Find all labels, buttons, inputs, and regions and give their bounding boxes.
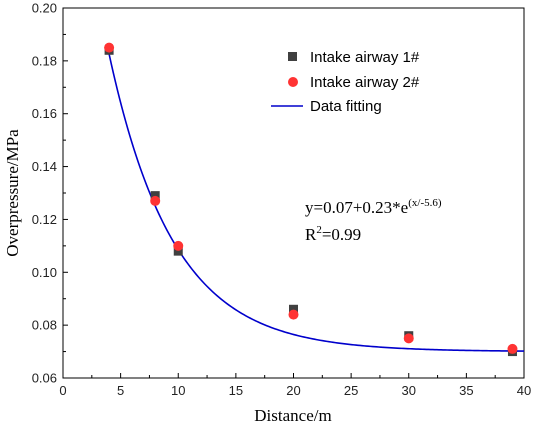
y-tick-label: 0.10: [32, 265, 57, 280]
legend-label-2: Intake airway 2#: [310, 74, 420, 91]
x-tick-label: 20: [286, 383, 300, 398]
y-tick-label: 0.20: [32, 1, 57, 16]
x-tick-label: 40: [517, 383, 531, 398]
x-tick-label: 0: [59, 383, 66, 398]
fit-equation: y=0.07+0.23*e(x/-5.6): [305, 197, 442, 217]
legend: Intake airway 1# Intake airway 2# Data f…: [271, 49, 420, 115]
data-point-circle: [403, 333, 414, 344]
legend-label-1: Intake airway 1#: [310, 49, 420, 66]
y-tick-label: 0.14: [32, 159, 57, 174]
y-tick-label: 0.16: [32, 106, 57, 121]
x-tick-label: 10: [171, 383, 185, 398]
r2-value: =0.99: [322, 225, 361, 244]
series-intake-airway-2: [104, 42, 518, 354]
fit-r-squared: R2=0.99: [305, 224, 361, 244]
legend-marker-circle: [288, 77, 298, 87]
fit-equation-exponent: (x/-5.6): [408, 197, 442, 209]
x-tick-label: 5: [117, 383, 124, 398]
data-point-circle: [507, 343, 518, 354]
y-tick-label: 0.08: [32, 318, 57, 333]
data-point-square: [150, 191, 160, 201]
axis-ticks: [62, 7, 525, 379]
x-tick-label: 15: [229, 383, 243, 398]
y-tick-label: 0.18: [32, 53, 57, 68]
r2-superscript: 2: [316, 224, 322, 236]
data-point-circle: [104, 42, 115, 53]
y-tick-label: 0.12: [32, 212, 57, 227]
x-axis-title: Distance/m: [254, 406, 331, 425]
data-point-square: [289, 304, 298, 314]
legend-label-3: Data fitting: [310, 98, 382, 115]
fit-equation-main: y=0.07+0.23*e: [305, 198, 408, 217]
y-axis-title: Overpressure/MPa: [3, 129, 22, 257]
data-point-square: [173, 246, 183, 256]
x-tick-label: 30: [402, 383, 416, 398]
x-tick-label: 25: [344, 383, 358, 398]
x-tick-label: 35: [459, 383, 473, 398]
y-tick-labels: 0.06 0.08 0.10 0.12 0.14 0.16 0.18 0.20: [32, 1, 57, 386]
legend-marker-square: [288, 52, 297, 61]
plot-area: [62, 7, 525, 379]
x-tick-labels: 0 5 10 15 20 25 30 35 40: [59, 383, 531, 398]
plot-frame: [62, 7, 525, 379]
y-tick-label: 0.06: [32, 371, 57, 386]
r2-prefix: R: [305, 225, 317, 244]
data-point-circle: [288, 309, 299, 320]
data-point-circle: [173, 240, 184, 251]
data-point-circle: [150, 195, 161, 206]
